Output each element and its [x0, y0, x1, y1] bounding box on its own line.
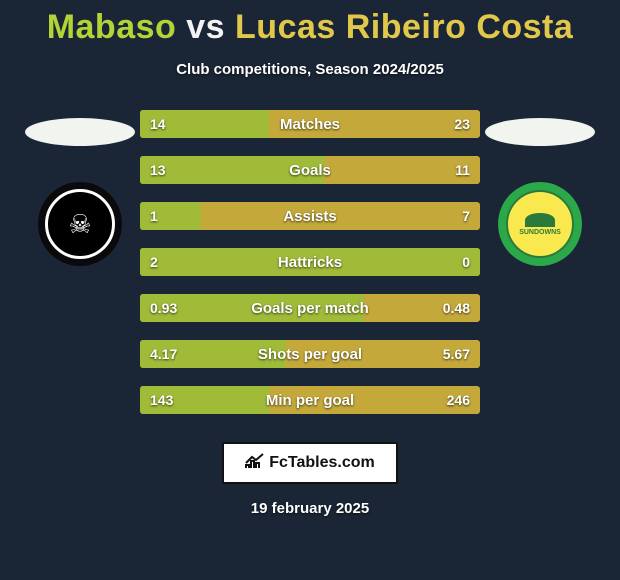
stat-bar-row: 17Assists [140, 202, 480, 230]
footer-date: 19 february 2025 [0, 500, 620, 517]
stat-bar-row: 143246Min per goal [140, 386, 480, 414]
stat-bar-row: 0.930.48Goals per match [140, 294, 480, 322]
right-club-column: SUNDOWNS [480, 110, 600, 266]
bar-label: Goals per match [140, 294, 480, 322]
player2-name: Lucas Ribeiro Costa [235, 8, 573, 46]
right-club-badge: SUNDOWNS [498, 182, 582, 266]
left-club-badge: ☠ [38, 182, 122, 266]
brand-text: FcTables.com [269, 454, 375, 472]
pirates-crest: ☠ [45, 189, 115, 259]
vs-text: vs [186, 8, 225, 46]
player1-name: Mabaso [47, 8, 177, 46]
stat-bar-row: 4.175.67Shots per goal [140, 340, 480, 368]
stat-bar-row: 20Hattricks [140, 248, 480, 276]
sundowns-crest: SUNDOWNS [506, 190, 574, 258]
skull-icon: ☠ [68, 209, 91, 240]
subtitle: Club competitions, Season 2024/2025 [0, 61, 620, 78]
stat-bar-row: 1423Matches [140, 110, 480, 138]
sundowns-label: SUNDOWNS [519, 229, 561, 236]
fctables-badge[interactable]: FcTables.com [222, 442, 398, 484]
bar-label: Min per goal [140, 386, 480, 414]
left-club-column: ☠ [20, 110, 140, 266]
sun-icon [525, 213, 555, 227]
bar-label: Assists [140, 202, 480, 230]
bar-label: Shots per goal [140, 340, 480, 368]
comparison-chart: ☠ 1423Matches 1311Goals 17Assists 20Hattric… [0, 110, 620, 414]
stat-bar-row: 1311Goals [140, 156, 480, 184]
chart-icon [245, 453, 265, 474]
bar-label: Matches [140, 110, 480, 138]
bar-label: Hattricks [140, 248, 480, 276]
stat-bars: 1423Matches 1311Goals 17Assists 20Hattricks… [140, 110, 480, 414]
left-ellipse [25, 118, 135, 146]
right-ellipse [485, 118, 595, 146]
page-title: Mabaso vs Lucas Ribeiro Costa [0, 0, 620, 47]
bar-label: Goals [140, 156, 480, 184]
